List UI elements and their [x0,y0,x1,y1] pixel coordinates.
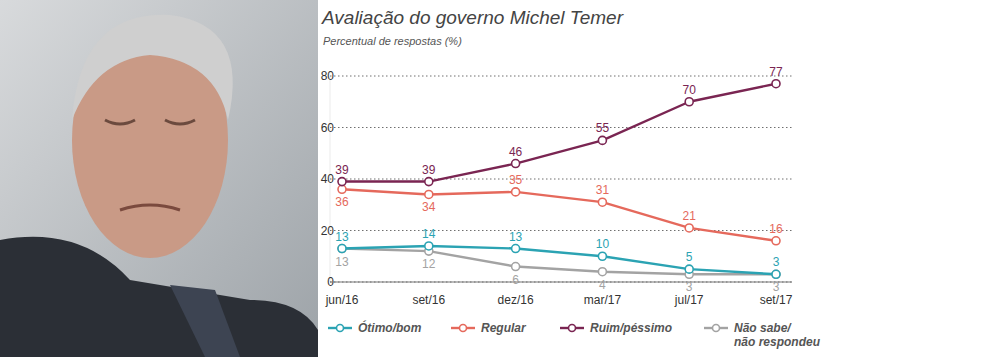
data-label: 21 [683,209,697,223]
grid [330,76,792,282]
data-point [338,178,346,186]
photo-hair [72,15,233,120]
legend-marker [713,325,720,332]
data-label: 5 [686,250,693,264]
title: Avaliação do governo Michel Temer [321,7,624,28]
legend-label: Ruim/péssimo [590,321,672,335]
data-label: 39 [422,163,436,177]
data-label: 3 [686,280,693,294]
x-tick-label: set/16 [412,293,445,307]
data-label: 3 [773,280,780,294]
data-label: 12 [422,257,436,271]
data-point [772,270,780,278]
data-label: 6 [512,273,519,287]
grid-line [330,230,792,231]
y-tick-label: 60 [321,121,335,135]
data-point [772,237,780,245]
data-label: 39 [335,163,349,177]
data-point [598,136,606,144]
x-tick-label: set/17 [760,293,793,307]
data-point [685,224,693,232]
data-point [512,160,520,168]
data-point [598,198,606,206]
data-point [598,268,606,276]
grid-line [330,76,792,77]
plot-area [338,80,780,279]
photo-eye [105,120,135,124]
data-point [425,190,433,198]
data-point [685,98,693,106]
data-point [772,270,780,278]
data-point [598,252,606,260]
data-label: 34 [422,200,436,214]
data-point [425,178,433,186]
data-label: 77 [769,65,783,79]
data-label: 13 [335,255,349,269]
series-line [342,246,776,274]
data-point [772,80,780,88]
photo-mouth [120,205,180,210]
legend-item: Regular [451,321,527,335]
grid-line [330,282,792,283]
data-label: 13 [335,230,349,244]
data-point [512,263,520,271]
x-tick-label: jul/17 [674,293,704,307]
data-label: 3 [773,255,780,269]
data-point [512,188,520,196]
subtitle: Percentual de respostas (%) [323,35,462,47]
legend-marker [337,325,344,332]
data-labels: 13 12 6 4 3 3 13 14 13 10 5 3 36 34 35 31 21 16 39 39 46 55 70… [335,65,783,295]
data-label: 13 [509,230,523,244]
data-label: 31 [596,183,610,197]
photo [0,0,318,357]
data-label: 10 [596,237,610,251]
series-line [342,189,776,241]
legend-label: Regular [481,321,527,335]
legend-item: Não sabe/não respondeu [704,321,821,349]
legend-item: Ótimo/bom [328,320,422,335]
x-tick-label: jun/16 [325,293,359,307]
x-tick-label: mar/17 [584,293,622,307]
legend-marker [569,325,576,332]
photo-background [0,0,318,357]
grid-line [330,127,792,128]
legend: Ótimo/bom Regular Ruim/péssimo Não sabe/não… [328,320,821,349]
data-label: 14 [422,227,436,241]
data-label: 55 [596,121,610,135]
data-point [512,245,520,253]
data-point [425,242,433,250]
data-label: 46 [509,145,523,159]
grid-line [330,179,792,180]
series-line [342,84,776,182]
data-label: 36 [335,195,349,209]
y-tick-label: 80 [321,69,335,83]
data-label: 4 [599,278,606,292]
legend-marker [460,325,467,332]
data-label: 35 [509,173,523,187]
y-axis-line [330,76,331,282]
y-tick-label: 20 [321,224,335,238]
chart-root: Avaliação do governo Michel Temer Percent… [0,0,1000,357]
x-tick-label: dez/16 [498,293,534,307]
photo-eye [165,120,195,124]
photo-tie [170,285,240,357]
data-point [338,185,346,193]
x-axis-line [330,281,792,282]
legend-label: Ótimo/bom [358,320,422,335]
y-tick-label: 40 [321,172,335,186]
legend-item: Ruim/péssimo [560,321,672,335]
data-label: 70 [683,83,697,97]
data-point [338,245,346,253]
legend-label: Não sabe/não respondeu [734,321,821,349]
data-point [685,265,693,273]
data-point [338,245,346,253]
data-label: 16 [769,222,783,236]
